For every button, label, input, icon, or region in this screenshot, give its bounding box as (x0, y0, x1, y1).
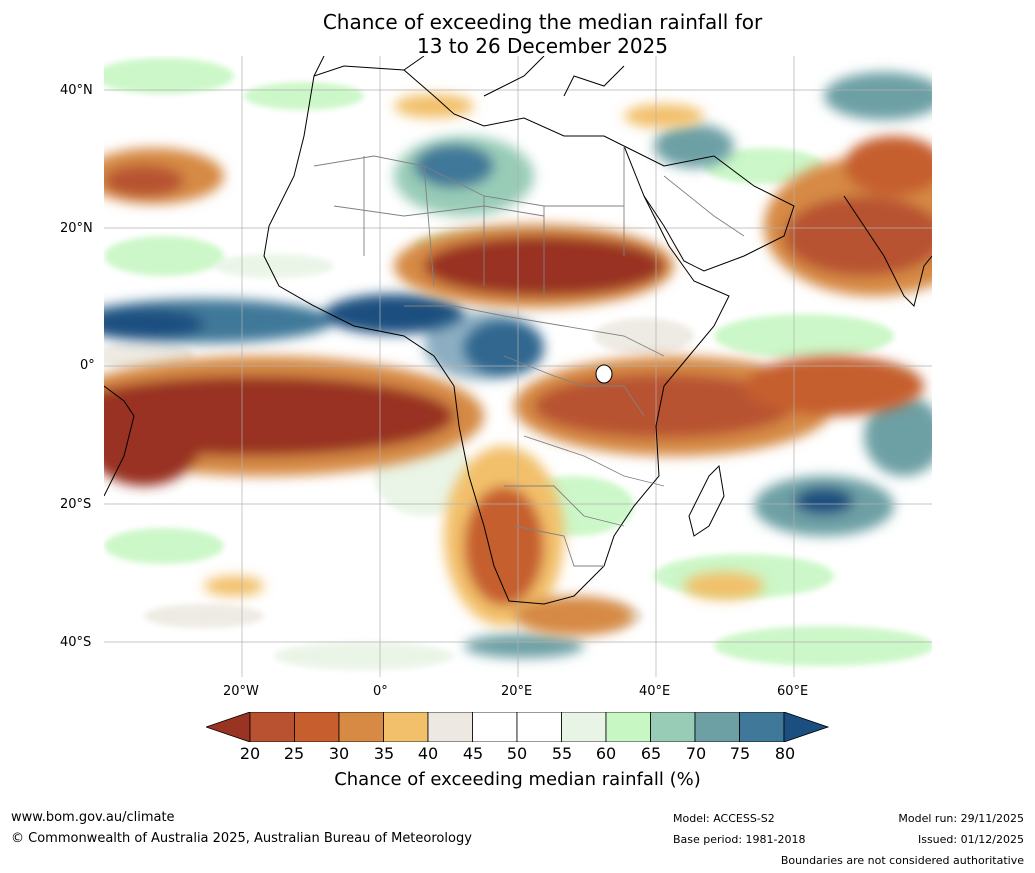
lon-label-60e: 60°E (777, 684, 809, 699)
lake-victoria (595, 364, 613, 384)
lon-label-20e: 20°E (501, 684, 533, 699)
colorbar-tick-60: 60 (595, 744, 617, 763)
country-boundaries (313, 146, 745, 567)
copyright-text: © Commonwealth of Australia 2025, Austra… (11, 831, 472, 846)
lat-label-40s: 40°S (60, 635, 92, 650)
colorbar-segment (739, 712, 785, 742)
lat-label-20n: 20°N (60, 221, 93, 236)
colorbar-segment (650, 712, 696, 742)
colorbar-tick-65: 65 (640, 744, 662, 763)
colorbar-label: Chance of exceeding median rainfall (%) (334, 769, 701, 790)
model-text: Model: ACCESS-S2 (673, 812, 775, 825)
rainfall-probability-map (104, 56, 932, 677)
colorbar-tick-45: 45 (462, 744, 484, 763)
colorbar-tick-80: 80 (774, 744, 796, 763)
map-title-line2: 13 to 26 December 2025 (416, 34, 668, 58)
colorbar (206, 712, 830, 742)
colorbar-segment (427, 712, 473, 742)
lon-label-40e: 40°E (639, 684, 671, 699)
colorbar-segment (516, 712, 562, 742)
map-title-line1: Chance of exceeding the median rainfall … (322, 10, 763, 34)
colorbar-tick-75: 75 (729, 744, 751, 763)
colorbar-segment (472, 712, 518, 742)
model-run-text: Model run: 29/11/2025 (898, 812, 1024, 825)
colorbar-low-extension (206, 712, 251, 742)
colorbar-tick-55: 55 (551, 744, 573, 763)
india-coastline (843, 195, 932, 307)
colorbar-tick-25: 25 (283, 744, 305, 763)
colorbar-tick-50: 50 (506, 744, 528, 763)
colorbar-segment (249, 712, 295, 742)
colorbar-tick-40: 40 (417, 744, 439, 763)
graticule (104, 56, 932, 677)
south-america-coastline (104, 385, 135, 497)
colorbar-tick-20: 20 (239, 744, 261, 763)
lat-label-40n: 40°N (60, 83, 93, 98)
colorbar-segment (294, 712, 340, 742)
colorbar-segment (383, 712, 429, 742)
colorbar-segment (338, 712, 384, 742)
europe-coastline (313, 56, 625, 97)
colorbar-segment (605, 712, 651, 742)
lon-label-0: 0° (373, 684, 388, 699)
lat-label-20s: 20°S (60, 497, 92, 512)
colorbar-tick-35: 35 (373, 744, 395, 763)
colorbar-tick-30: 30 (328, 744, 350, 763)
website-link[interactable]: www.bom.gov.au/climate (11, 810, 175, 825)
map-canvas (104, 56, 932, 677)
colorbar-high-extension (783, 712, 830, 742)
lat-label-0: 0° (80, 358, 95, 373)
colorbar-tick-70: 70 (685, 744, 707, 763)
lon-label-20w: 20°W (223, 684, 259, 699)
issued-text: Issued: 01/12/2025 (917, 833, 1024, 846)
colorbar-segment (561, 712, 607, 742)
disclaimer-text: Boundaries are not considered authoritat… (780, 854, 1024, 867)
arabia-coastline (623, 145, 795, 272)
wet-anomaly-areas (104, 72, 932, 658)
madagascar-coastline (688, 464, 725, 537)
colorbar-segment (694, 712, 740, 742)
base-period-text: Base period: 1981-2018 (673, 833, 806, 846)
field-texture (104, 58, 932, 670)
africa-coastline (263, 65, 730, 605)
